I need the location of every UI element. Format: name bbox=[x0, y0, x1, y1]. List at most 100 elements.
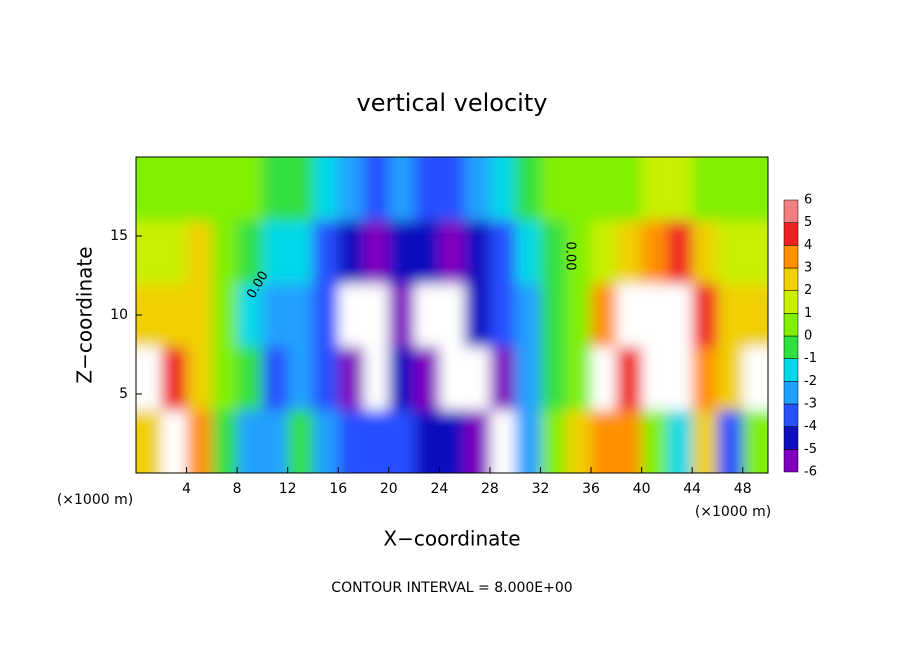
cell bbox=[742, 220, 768, 284]
colorbar-swatch bbox=[783, 267, 799, 291]
cell bbox=[616, 220, 643, 284]
cell bbox=[515, 283, 541, 348]
contour-label: 0.00 bbox=[563, 242, 578, 271]
x-tick-label: 36 bbox=[582, 481, 600, 497]
colorbar-label: -6 bbox=[804, 465, 817, 480]
cell bbox=[439, 220, 466, 284]
cell bbox=[540, 409, 567, 473]
cell bbox=[414, 220, 440, 284]
cell bbox=[616, 346, 643, 411]
cell bbox=[515, 346, 541, 411]
colorbar-swatch bbox=[783, 381, 799, 405]
cell bbox=[161, 157, 188, 221]
x-tick-label: 24 bbox=[430, 481, 448, 497]
cell bbox=[186, 157, 213, 221]
cell bbox=[287, 220, 314, 284]
cell bbox=[464, 346, 491, 411]
colorbar-label: 6 bbox=[804, 193, 812, 208]
cell bbox=[287, 283, 314, 348]
colorbar-swatch bbox=[783, 290, 799, 314]
cell bbox=[414, 157, 440, 221]
cell bbox=[515, 157, 541, 221]
cell bbox=[641, 157, 668, 221]
y-axis-label: Z−coordinate bbox=[73, 246, 97, 383]
cell bbox=[641, 409, 668, 473]
cell bbox=[338, 220, 365, 284]
cell bbox=[439, 283, 466, 348]
cell bbox=[616, 157, 643, 221]
cell bbox=[540, 220, 567, 284]
cell bbox=[742, 283, 768, 348]
cell bbox=[186, 220, 213, 284]
cell bbox=[312, 409, 339, 473]
cells bbox=[136, 157, 768, 473]
x-tick-label: 28 bbox=[481, 481, 499, 497]
x-tick-label: 8 bbox=[233, 481, 242, 497]
cell bbox=[338, 346, 365, 411]
field bbox=[136, 157, 768, 473]
cell bbox=[717, 346, 744, 411]
cell bbox=[312, 157, 339, 221]
cell bbox=[666, 283, 693, 348]
cell bbox=[464, 409, 491, 473]
x-tick-label: 20 bbox=[380, 481, 398, 497]
cell bbox=[388, 220, 415, 284]
x-tick-label: 44 bbox=[683, 481, 701, 497]
cell bbox=[211, 283, 238, 348]
cell bbox=[489, 346, 516, 411]
colorbar-label: -4 bbox=[804, 419, 817, 434]
colorbar-label: 3 bbox=[804, 261, 812, 276]
colorbar-swatch bbox=[783, 222, 799, 246]
cell bbox=[591, 220, 617, 284]
cell bbox=[515, 220, 541, 284]
cell bbox=[237, 157, 263, 221]
cell bbox=[464, 283, 491, 348]
unit-label: (×1000 m) bbox=[695, 504, 771, 520]
cell bbox=[692, 346, 718, 411]
cell bbox=[414, 409, 440, 473]
colorbar-label: -5 bbox=[804, 442, 817, 457]
cell bbox=[161, 220, 188, 284]
cell bbox=[237, 409, 263, 473]
colorbar-label: -2 bbox=[804, 374, 817, 389]
cell bbox=[692, 283, 718, 348]
cell bbox=[565, 346, 592, 411]
cell bbox=[262, 346, 289, 411]
cell bbox=[211, 346, 238, 411]
cell bbox=[591, 409, 617, 473]
colorbar-swatch bbox=[783, 426, 799, 450]
colorbar-label: 4 bbox=[804, 238, 812, 253]
x-tick-label: 16 bbox=[329, 481, 347, 497]
cell bbox=[540, 346, 567, 411]
cell bbox=[591, 157, 617, 221]
x-tick-label: 32 bbox=[532, 481, 550, 497]
y-tick-label: 15 bbox=[110, 228, 128, 244]
cell bbox=[742, 346, 768, 411]
cell bbox=[439, 346, 466, 411]
cell bbox=[136, 346, 162, 411]
x-tick-label: 12 bbox=[279, 481, 297, 497]
cell bbox=[489, 157, 516, 221]
colorbar-swatch bbox=[783, 403, 799, 427]
colorbar-label: 0 bbox=[804, 329, 812, 344]
cell bbox=[540, 283, 567, 348]
cell bbox=[489, 220, 516, 284]
cell bbox=[641, 283, 668, 348]
cell bbox=[161, 346, 188, 411]
cell bbox=[338, 157, 365, 221]
cell bbox=[464, 220, 491, 284]
cell bbox=[262, 283, 289, 348]
colorbar-swatch bbox=[783, 245, 799, 269]
cell bbox=[616, 409, 643, 473]
cell bbox=[591, 283, 617, 348]
cell bbox=[186, 409, 213, 473]
x-tick-label: 4 bbox=[182, 481, 191, 497]
cell bbox=[363, 283, 390, 348]
x-axis-label: X−coordinate bbox=[383, 527, 520, 551]
cell bbox=[641, 346, 668, 411]
cell bbox=[565, 409, 592, 473]
unit-label: (×1000 m) bbox=[57, 492, 133, 508]
cell bbox=[565, 220, 592, 284]
cell bbox=[161, 283, 188, 348]
